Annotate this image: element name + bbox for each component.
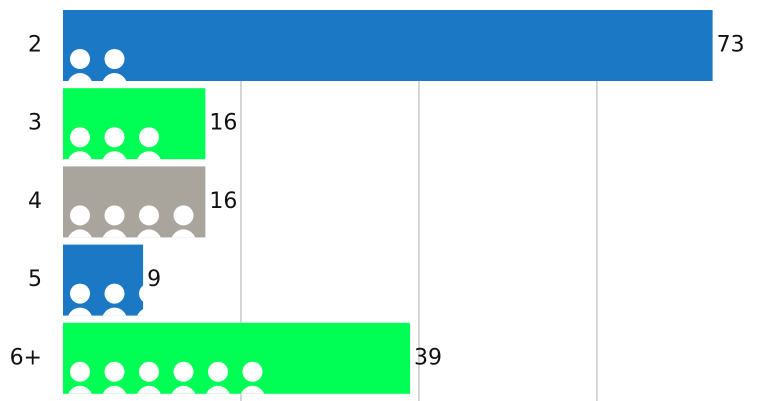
person-body [137,229,161,238]
person-body [102,229,127,238]
y-tick-label: 4 [28,189,42,214]
person-body [171,307,196,316]
value-label: 16 [209,189,237,214]
person-head [173,205,194,226]
person-body [240,385,265,394]
person-head [139,205,159,226]
people-icons [68,283,230,316]
person-body [137,385,161,394]
person-body [68,151,92,160]
person-body [171,229,196,238]
person-body [102,73,127,81]
person-body [102,151,127,160]
bar [63,88,206,160]
person-body [102,385,127,394]
people-icons [68,361,265,394]
person-head [208,361,228,382]
person-body [68,307,92,316]
y-tick-label: 6+ [10,345,42,370]
person-head [70,49,90,69]
person-body [68,73,92,81]
bar [63,244,144,316]
person-head [104,49,125,69]
people-icons [68,205,196,238]
person-body [102,307,127,316]
person-head [70,283,90,304]
bar [63,10,713,81]
person-head [70,127,90,148]
person-head [139,127,159,148]
person-head [139,283,159,304]
person-body [137,307,161,316]
person-body [137,151,161,160]
person-head [104,283,125,304]
bar [63,322,411,394]
person-body [171,385,196,394]
value-label: 16 [209,111,237,136]
y-tick-label: 5 [28,267,42,292]
person-body [206,385,230,394]
person-head [70,361,90,382]
value-label: 9 [147,267,161,292]
person-head [139,361,159,382]
person-head [242,361,263,382]
person-head [173,361,194,382]
y-tick-label: 3 [28,111,42,136]
person-body [206,307,230,316]
people-icons [68,127,161,160]
value-label: 73 [717,33,745,58]
bar [63,166,206,238]
person-head [173,283,194,304]
person-head [104,127,125,148]
person-head [104,361,125,382]
people-icons [68,49,127,81]
person-head [104,205,125,226]
person-body [68,385,92,394]
value-label: 39 [414,345,442,370]
person-head [208,283,228,304]
person-body [68,229,92,238]
y-tick-label: 2 [28,33,42,58]
person-head [70,205,90,226]
